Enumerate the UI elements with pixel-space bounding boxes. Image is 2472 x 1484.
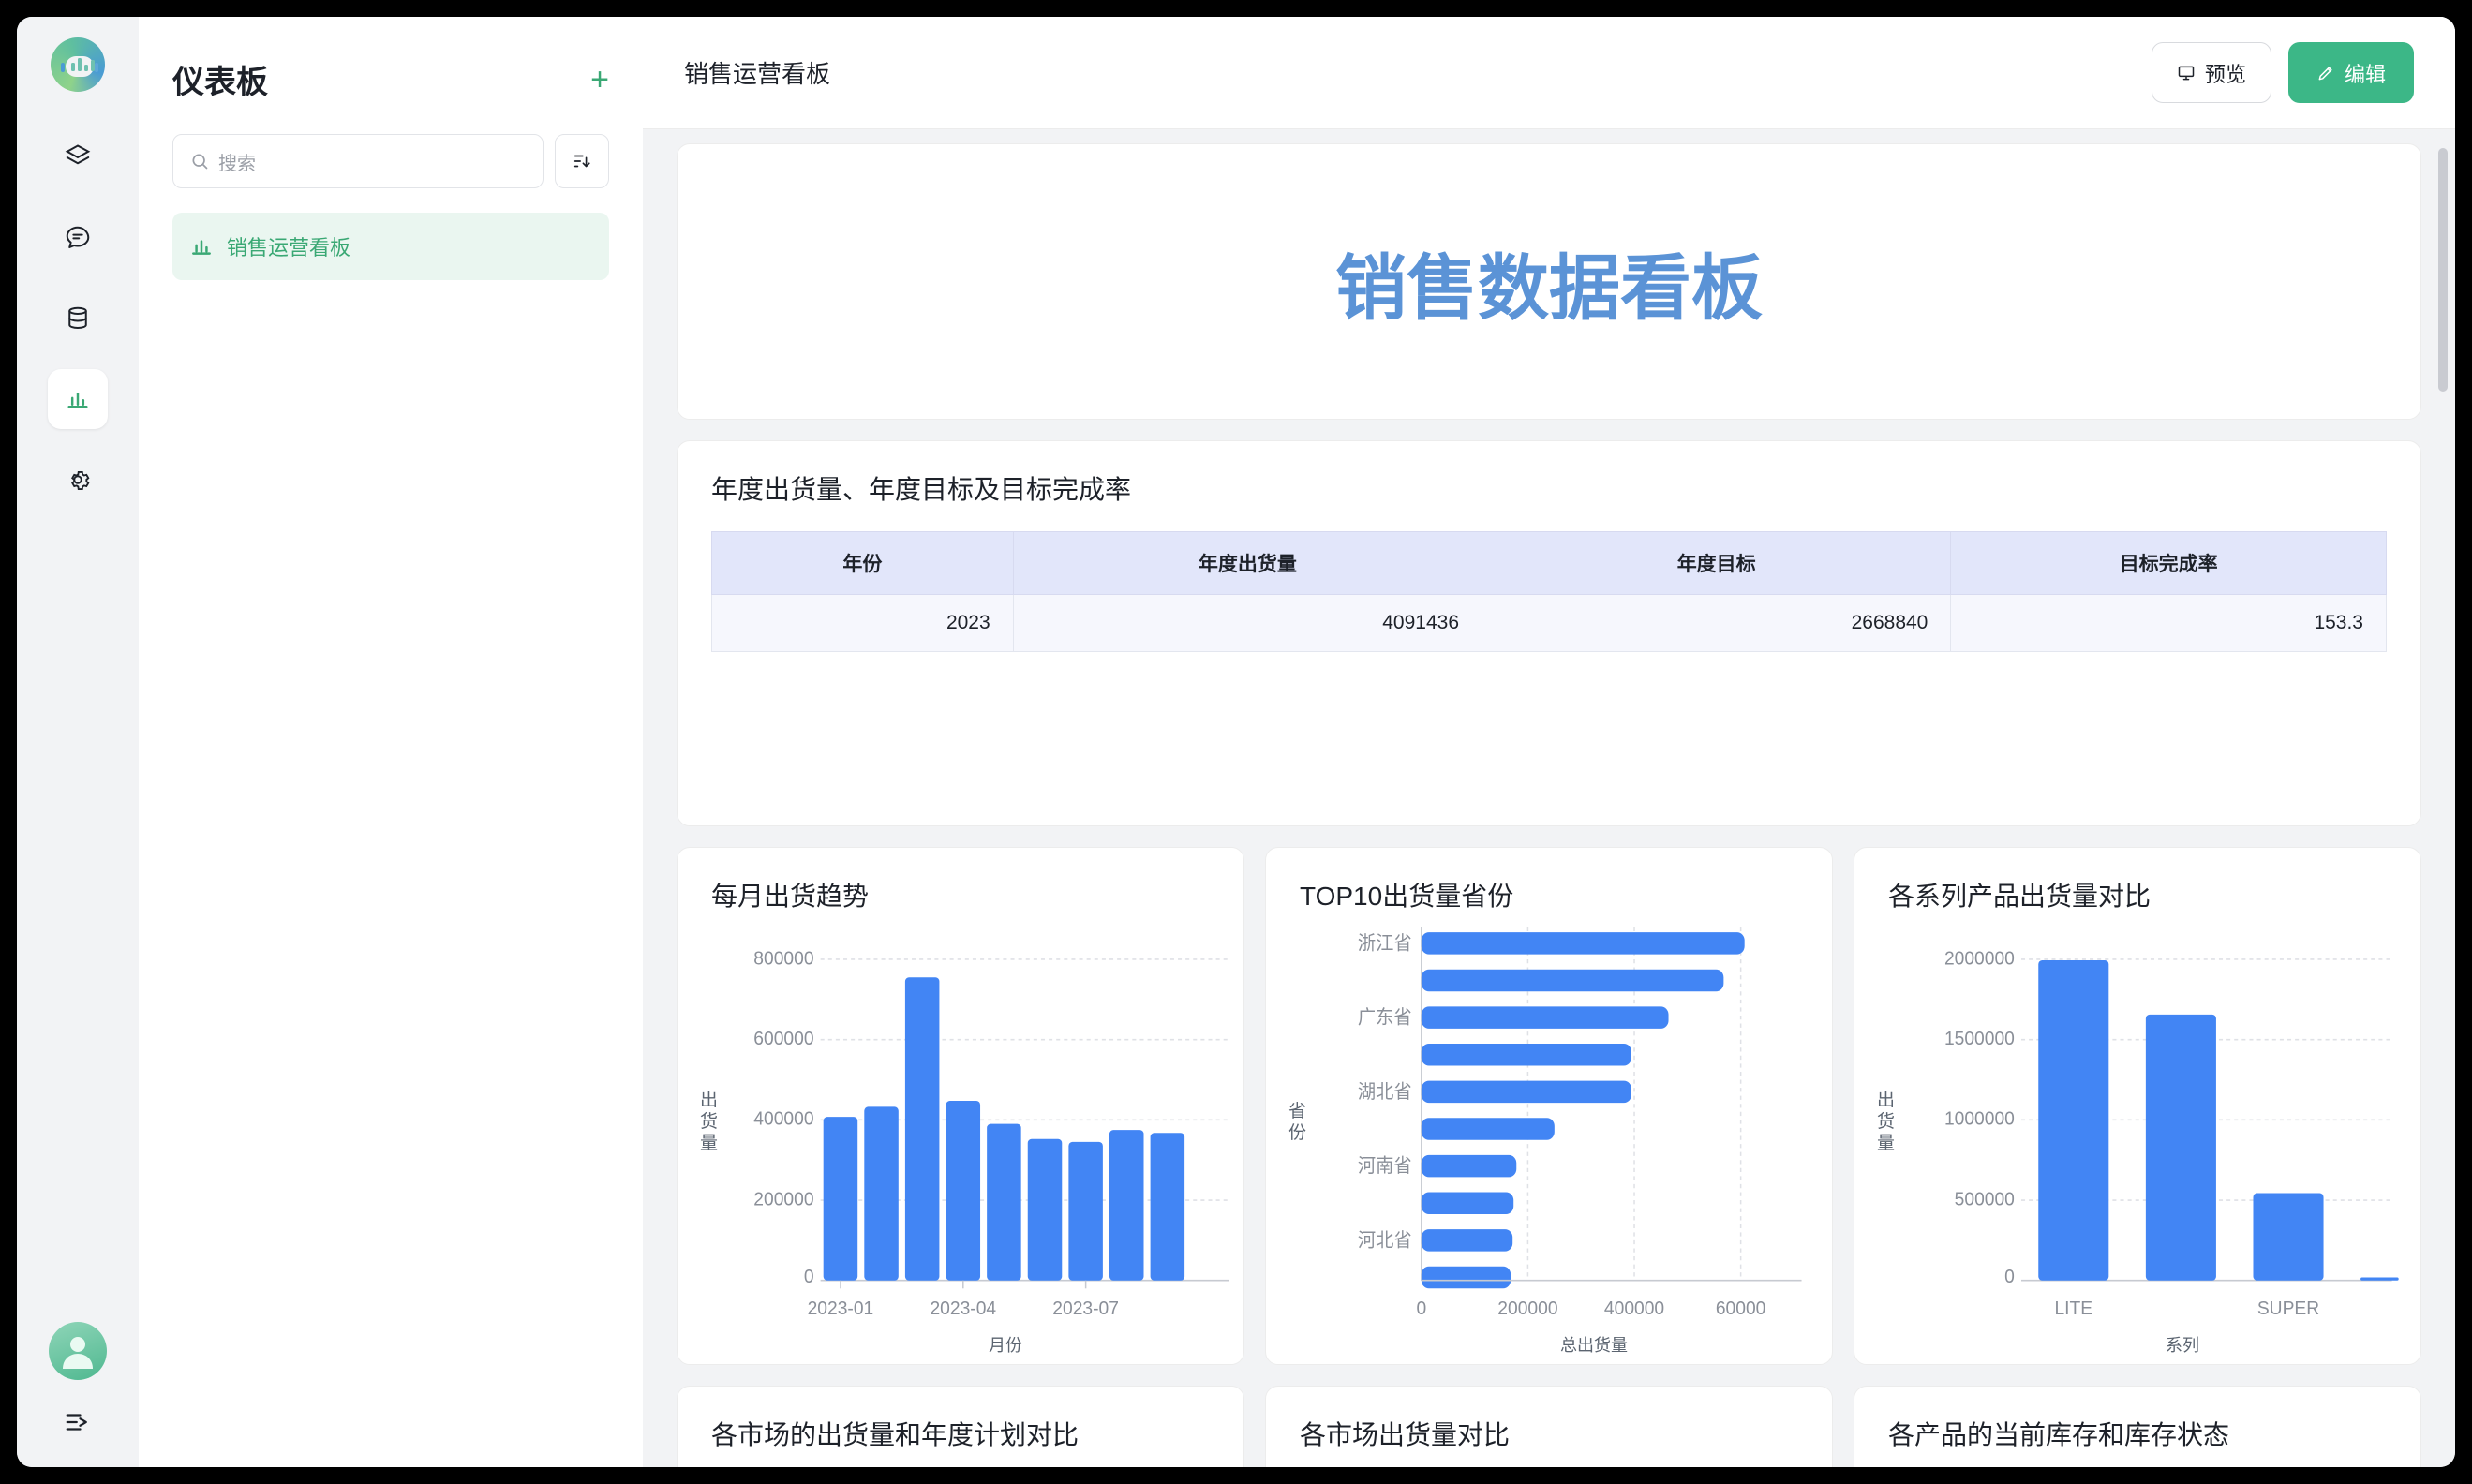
svg-text:400000: 400000 xyxy=(1604,1298,1664,1320)
svg-text:湖北省: 湖北省 xyxy=(1358,1081,1412,1103)
svg-text:2023-07: 2023-07 xyxy=(1052,1298,1119,1320)
svg-text:广东省: 广东省 xyxy=(1358,1007,1412,1029)
svg-text:2000000: 2000000 xyxy=(1944,948,2015,970)
svg-text:河南省: 河南省 xyxy=(1358,1156,1412,1178)
svg-text:800000: 800000 xyxy=(753,948,813,970)
svg-text:60000: 60000 xyxy=(1716,1298,1766,1320)
svg-text:1500000: 1500000 xyxy=(1944,1029,2015,1050)
svg-text:0: 0 xyxy=(1416,1298,1426,1320)
svg-text:2023-04: 2023-04 xyxy=(930,1298,996,1320)
svg-text:0: 0 xyxy=(804,1266,814,1287)
svg-text:浙江省: 浙江省 xyxy=(1358,933,1412,955)
svg-text:200000: 200000 xyxy=(753,1189,813,1210)
svg-text:200000: 200000 xyxy=(1497,1298,1557,1320)
svg-text:2023-01: 2023-01 xyxy=(808,1298,874,1320)
svg-text:600000: 600000 xyxy=(753,1029,813,1050)
svg-text:SUPER: SUPER xyxy=(2257,1298,2319,1320)
svg-text:0: 0 xyxy=(2004,1266,2015,1287)
svg-text:500000: 500000 xyxy=(1955,1189,2015,1210)
svg-text:1000000: 1000000 xyxy=(1944,1108,2015,1130)
svg-text:河北省: 河北省 xyxy=(1358,1230,1412,1252)
svg-text:LITE: LITE xyxy=(2054,1298,2092,1320)
svg-text:400000: 400000 xyxy=(753,1108,813,1130)
